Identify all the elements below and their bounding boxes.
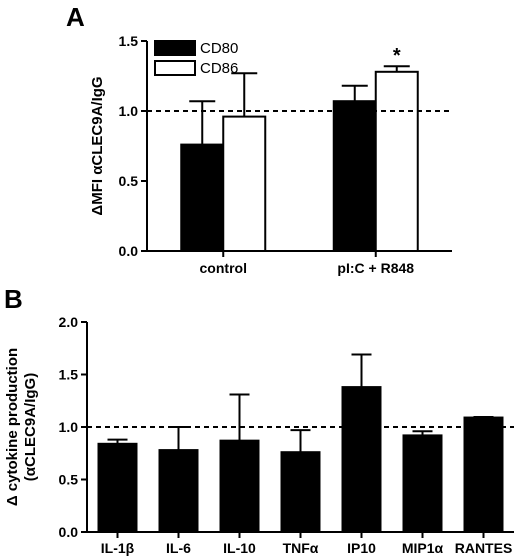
x-tick-label: IP10 [347, 540, 376, 556]
x-tick-label: MIP1α [402, 540, 444, 556]
y-tick-label: 2.0 [59, 314, 79, 330]
legend-swatch [154, 40, 196, 56]
bar [219, 439, 260, 533]
bar [280, 451, 321, 534]
x-tick-label: control [200, 260, 247, 276]
x-tick-label: TNFα [283, 540, 319, 556]
x-tick-label: IL-10 [223, 540, 256, 556]
bar [463, 416, 504, 533]
bar [97, 442, 138, 533]
y-tick-label: 1.5 [59, 367, 79, 383]
y-tick-label: 1.0 [119, 103, 139, 119]
bar [332, 100, 377, 252]
bar [158, 449, 199, 534]
bar [341, 386, 382, 533]
x-tick-label: pI:C + R848 [337, 260, 414, 276]
chart-a: 0.0 0.5 1.0 1.5 ΔMFI αCLEC9A/IgG control pI:C … [89, 33, 452, 276]
bar [374, 70, 419, 252]
legend-label: CD86 [200, 60, 238, 77]
significance-marker: * [393, 45, 401, 67]
y-axis-title: Δ cytokine production(αCLEC9A/IgG) [4, 348, 39, 506]
y-tick-label: 0.0 [59, 524, 79, 540]
x-tick-label: IL-1β [101, 540, 135, 556]
y-tick-label: 0.5 [119, 173, 139, 189]
bar [222, 115, 267, 252]
y-tick-label: 0.5 [59, 472, 79, 488]
x-tick-label: IL-6 [166, 540, 191, 556]
x-tick-label: RANTES [455, 540, 513, 556]
y-tick-label: 1.5 [119, 33, 139, 49]
y-tick-label: 1.0 [59, 419, 79, 435]
bar [402, 434, 443, 533]
y-tick-label: 0.0 [119, 243, 139, 259]
legend-swatch [154, 60, 196, 76]
chart-b: 0.0 0.5 1.0 1.5 2.0 Δ cytokine production(αCL… [4, 314, 514, 556]
legend-label: CD80 [200, 40, 238, 57]
y-axis-title: ΔMFI αCLEC9A/IgG [89, 76, 106, 215]
panel-label-a: A [66, 2, 85, 32]
bar [180, 143, 225, 253]
panel-label-b: B [4, 284, 23, 314]
